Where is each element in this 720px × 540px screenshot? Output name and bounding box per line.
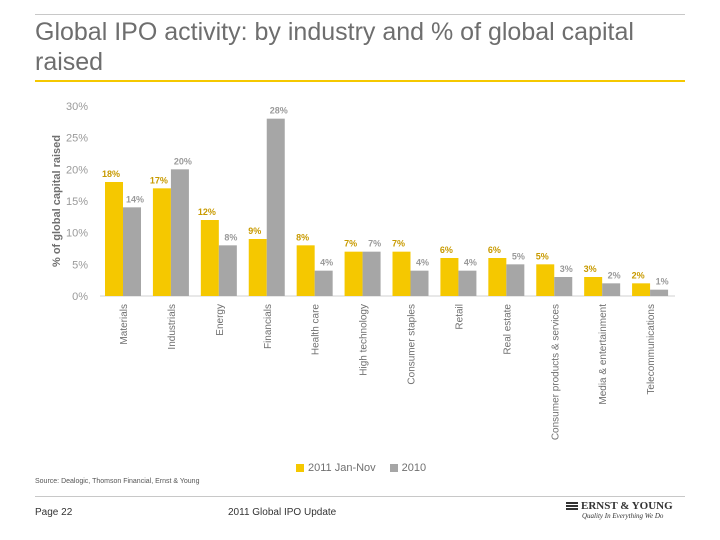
logo-text: ERNST & YOUNG: [581, 500, 673, 512]
bar-2010: [170, 169, 189, 296]
data-label-2010: 1%: [656, 277, 669, 287]
x-category-label: Financials: [263, 304, 274, 349]
logo-wordmark: ERNST & YOUNG: [566, 500, 684, 512]
data-label-2011: 17%: [150, 175, 168, 185]
legend-item-2011: 2011 Jan-Nov: [296, 462, 376, 474]
y-tick-label: 10%: [66, 228, 88, 240]
data-label-2010: 7%: [368, 239, 381, 249]
data-label-2011: 7%: [392, 239, 405, 249]
x-category-label: Materials: [119, 304, 130, 345]
page-title: Global IPO activity: by industry and % o…: [35, 18, 634, 76]
logo-tagline: Quality In Everything We Do: [582, 512, 664, 520]
y-tick-label: 30%: [66, 101, 88, 113]
bar-2011: [248, 239, 267, 296]
bar-2010: [266, 118, 285, 297]
x-category-label: Real estate: [502, 304, 513, 355]
data-label-2011: 18%: [102, 169, 120, 179]
x-category-label: Health care: [311, 304, 322, 356]
y-axis-title: % of global capital raised: [51, 135, 63, 267]
data-label-2011: 6%: [488, 245, 501, 255]
bar-2010: [506, 264, 525, 296]
logo-mark-icon: [566, 501, 578, 511]
y-tick-label: 0%: [72, 291, 88, 303]
company-logo: ERNST & YOUNG Quality In Everything We D…: [566, 500, 684, 520]
data-label-2011: 6%: [440, 245, 453, 255]
bar-2011: [632, 283, 651, 296]
x-category-label: High technology: [359, 304, 370, 376]
bar-2010: [554, 277, 573, 296]
bar-2011: [536, 264, 555, 296]
bar-2011: [152, 188, 171, 296]
data-label-2010: 4%: [416, 258, 429, 268]
x-category-label: Industrials: [167, 304, 178, 350]
bar-chart: % of global capital raised 0% 5% 10% 15% 20% 2…: [51, 101, 675, 440]
bar-2010: [314, 270, 333, 296]
bar-2010: [218, 245, 237, 296]
chart-legend: 2011 Jan-Nov 2010: [296, 462, 426, 474]
bar-2011: [344, 251, 363, 296]
y-tick-label: 20%: [66, 164, 88, 176]
legend-label-2011: 2011 Jan-Nov: [308, 462, 376, 474]
data-label-2011: 2%: [632, 270, 645, 280]
y-tick-label: 5%: [72, 259, 88, 271]
bar-2011: [440, 258, 459, 296]
bar-2010: [362, 251, 381, 296]
data-label-2010: 3%: [560, 264, 573, 274]
footer-doc-title: 2011 Global IPO Update: [228, 507, 337, 518]
data-label-2010: 28%: [270, 106, 288, 116]
x-category-label: Media & entertainment: [598, 304, 609, 405]
x-category-label: Consumer staples: [407, 304, 418, 385]
data-label-2011: 7%: [344, 239, 357, 249]
data-label-2010: 20%: [174, 156, 192, 166]
bar-2010: [410, 270, 429, 296]
y-tick-label: 25%: [66, 133, 88, 145]
legend-swatch-2011: [296, 464, 304, 472]
legend-item-2010: 2010: [389, 462, 427, 474]
bar-2011: [488, 258, 507, 296]
bar-2011: [105, 182, 123, 296]
data-label-2010: 14%: [126, 194, 144, 204]
bar-2010: [123, 207, 141, 296]
data-label-2011: 3%: [584, 264, 597, 274]
data-label-2011: 8%: [296, 232, 309, 242]
x-category-label: Retail: [454, 304, 465, 330]
data-label-2011: 9%: [248, 226, 261, 236]
footer-rule: [35, 496, 685, 497]
data-label-2010: 2%: [608, 270, 621, 280]
bar-2011: [584, 277, 603, 296]
title-underline: [35, 80, 685, 82]
data-label-2010: 4%: [464, 258, 477, 268]
data-label-2011: 5%: [536, 251, 549, 261]
bar-2011: [200, 220, 219, 296]
bar-2010: [650, 289, 669, 296]
bar-2011: [296, 245, 315, 296]
source-note: Source: Dealogic, Thomson Financial, Ern…: [35, 478, 200, 485]
data-label-2010: 4%: [320, 258, 333, 268]
bar-2010: [602, 283, 621, 296]
x-category-label: Energy: [215, 304, 226, 336]
x-category-label: Consumer products & services: [550, 304, 561, 440]
top-rule: [35, 14, 685, 15]
x-category-label: Telecommunications: [646, 304, 657, 395]
data-label-2011: 12%: [198, 207, 216, 217]
bar-2010: [458, 270, 477, 296]
page-number: Page 22: [35, 507, 73, 518]
legend-swatch-2010: [389, 464, 398, 472]
data-label-2010: 8%: [224, 232, 237, 242]
data-label-2010: 5%: [512, 251, 525, 261]
y-tick-label: 15%: [66, 196, 88, 208]
legend-label-2010: 2010: [401, 462, 427, 474]
bar-2011: [392, 251, 411, 296]
